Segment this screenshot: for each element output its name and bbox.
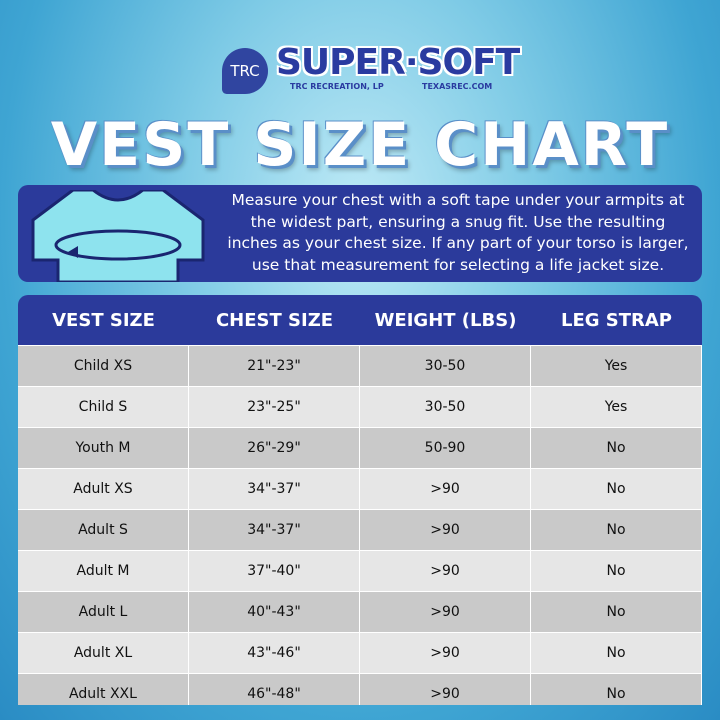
table-cell: Adult M: [18, 551, 189, 591]
table-row: Adult XS 34"-37" >90 No: [18, 468, 702, 509]
table-row: Child S 23"-25" 30-50 Yes: [18, 386, 702, 427]
table-cell: 30-50: [360, 387, 531, 427]
logo-website: TEXASREC.COM: [422, 82, 493, 91]
title: VEST SIZE CHART: [50, 110, 670, 180]
table-row: Adult L 40"-43" >90 No: [18, 591, 702, 632]
instruction-line: use that measurement for selecting a lif…: [251, 255, 665, 274]
table-cell: >90: [360, 551, 531, 591]
table-row: Youth M 26"-29" 50-90 No: [18, 427, 702, 468]
table-cell: Adult S: [18, 510, 189, 550]
table-cell: Adult L: [18, 592, 189, 632]
header-cell: VEST SIZE: [52, 309, 155, 331]
header-cell: CHEST SIZE: [215, 309, 334, 331]
table-row: Adult S 34"-37" >90 No: [18, 509, 702, 550]
table-cell: No: [531, 551, 702, 591]
table-cell: Yes: [531, 387, 702, 427]
table-cell: Child S: [18, 387, 189, 427]
table-cell: No: [531, 428, 702, 468]
logo-badge: TRC: [222, 48, 268, 94]
table-cell: No: [531, 469, 702, 509]
logo-company: TRC RECREATION, LP: [290, 82, 384, 91]
shirt-icon: [31, 190, 205, 282]
table-row: Adult XXL 46"-48" >90 No: [18, 673, 702, 705]
table-cell: 50-90: [360, 428, 531, 468]
header-cell: LEG STRAP: [560, 309, 673, 331]
instructions: Measure your chest with a soft tape unde…: [218, 190, 698, 276]
table-cell: 43"-46": [189, 633, 360, 673]
table-cell: No: [531, 592, 702, 632]
table-cell: Youth M: [18, 428, 189, 468]
instruction-line: inches as your chest size. If any part o…: [227, 234, 689, 252]
table-row: Adult XL 43"-46" >90 No: [18, 632, 702, 673]
table-cell: Yes: [531, 346, 702, 386]
table-cell: >90: [360, 510, 531, 550]
instruction-panel: Measure your chest with a soft tape unde…: [18, 185, 702, 282]
table-cell: >90: [360, 633, 531, 673]
logo-brand: SUPER·SOFT: [276, 42, 520, 83]
header-cell: WEIGHT (LBS): [374, 309, 517, 331]
logo: TRC SUPER·SOFT TRC RECREATION, LP TEXASR…: [0, 42, 720, 102]
table-cell: Adult XL: [18, 633, 189, 673]
size-table: VEST SIZE CHEST SIZE WEIGHT (LBS) LEG STRAP…: [18, 295, 702, 705]
table-cell: 30-50: [360, 346, 531, 386]
table-cell: No: [531, 510, 702, 550]
table-cell: Child XS: [18, 346, 189, 386]
table-cell: 37"-40": [189, 551, 360, 591]
table-cell: 34"-37": [189, 469, 360, 509]
table-cell: 34"-37": [189, 510, 360, 550]
table-cell: >90: [360, 469, 531, 509]
instruction-line: the widest part, ensuring a snug fit. Us…: [250, 212, 666, 231]
table-header: VEST SIZE CHEST SIZE WEIGHT (LBS) LEG STRAP: [18, 295, 702, 345]
table-row: Child XS 21"-23" 30-50 Yes: [18, 345, 702, 386]
table-cell: >90: [360, 674, 531, 705]
table-cell: No: [531, 633, 702, 673]
table-cell: No: [531, 674, 702, 705]
instruction-line: Measure your chest with a soft tape unde…: [231, 191, 685, 209]
table-cell: >90: [360, 592, 531, 632]
table-row: Adult M 37"-40" >90 No: [18, 550, 702, 591]
table-cell: 40"-43": [189, 592, 360, 632]
table-cell: Adult XS: [18, 469, 189, 509]
table-cell: 46"-48": [189, 674, 360, 705]
table-cell: 23"-25": [189, 387, 360, 427]
table-cell: 21"-23": [189, 346, 360, 386]
table-cell: 26"-29": [189, 428, 360, 468]
table-cell: Adult XXL: [18, 674, 189, 705]
